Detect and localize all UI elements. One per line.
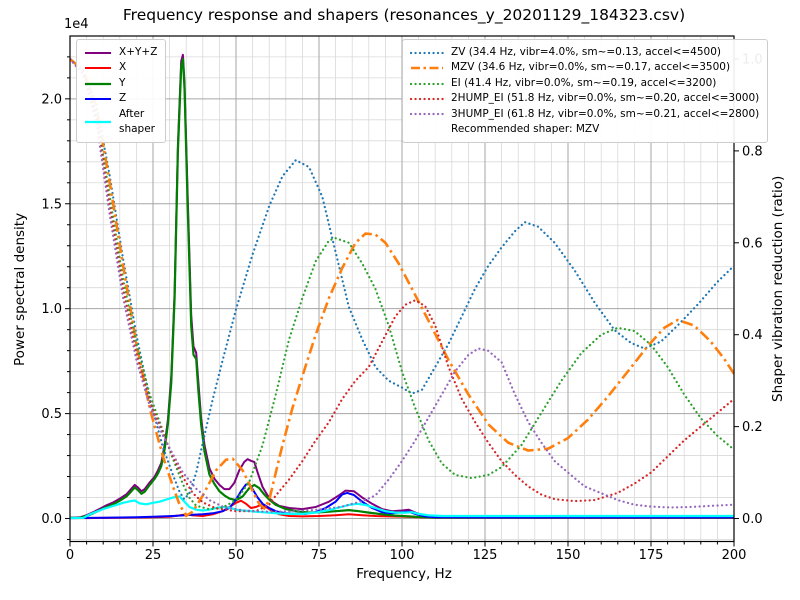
legend-label: MZV (34.6 Hz, vibr=0.0%, sm~=0.17, accel… — [451, 61, 731, 74]
tick-label: 50 — [228, 548, 245, 563]
legend-line-zv — [410, 51, 444, 54]
series-curves — [70, 53, 734, 520]
tick-label: 0.6 — [742, 236, 763, 251]
tick-label: 0.5 — [41, 407, 62, 422]
legend-label: After shaper — [119, 107, 156, 136]
tick-label: 1.0 — [41, 302, 62, 317]
tick-labels: 0 25 50 75 100 125 150 175 200 0.0 0.5 1.0 1.5 2.0 0.0… — [41, 52, 762, 563]
legend-item-y: Y — [84, 76, 157, 91]
tick-label: 1.5 — [41, 197, 62, 212]
tick-label: 2.0 — [41, 92, 62, 107]
series-z-line — [70, 482, 734, 520]
legend-label: Recommended shaper: MZV — [451, 123, 600, 136]
tick-label: 100 — [390, 548, 415, 563]
tick-label: 0.2 — [742, 420, 763, 435]
legend-line-z — [85, 97, 111, 100]
series-ei-line — [70, 57, 734, 511]
tick-label: 75 — [311, 548, 328, 563]
legend-item-2hump-ei: 2HUMP_EI (51.8 Hz, vibr=0.0%, sm~=0.20, … — [410, 91, 759, 106]
legend-item-recommended-shaper: Recommended shaper: MZV — [410, 122, 759, 137]
axis-ticks — [65, 56, 739, 547]
tick-label: 0 — [66, 548, 74, 563]
tick-label: 175 — [639, 548, 664, 563]
legend-item-after-shaper: After shaper — [84, 107, 157, 138]
legend-label: 3HUMP_EI (61.8 Hz, vibr=0.0%, sm~=0.21, … — [451, 107, 760, 120]
legend-label: EI (41.4 Hz, vibr=0.0%, sm~=0.19, accel<… — [451, 76, 717, 89]
legend-label: X+Y+Z — [119, 46, 158, 58]
legend-line-after-shaper — [85, 120, 111, 124]
legend-item-mzv: MZV (34.6 Hz, vibr=0.0%, sm~=0.17, accel… — [410, 60, 759, 75]
legend-line-3hump-ei — [410, 113, 444, 116]
legend-shapers: ZV (34.4 Hz, vibr=4.0%, sm~=0.13, accel<… — [402, 39, 769, 144]
legend-line-x-y-z — [85, 51, 111, 54]
legend-psd: X+Y+Z X Y Z After shaper — [76, 39, 167, 144]
legend-item-x-y-z: X+Y+Z — [84, 45, 157, 60]
legend-line-2hump-ei — [410, 97, 444, 101]
legend-label: X — [119, 61, 127, 74]
legend-label: ZV (34.4 Hz, vibr=4.0%, sm~=0.13, accel<… — [451, 46, 721, 58]
series-x-y-z-line — [70, 53, 734, 519]
tick-label: 150 — [556, 548, 581, 563]
legend-label: Z — [119, 92, 127, 105]
legend-label: 2HUMP_EI (51.8 Hz, vibr=0.0%, sm~=0.20, … — [451, 92, 760, 105]
chart-title: Frequency response and shapers (resonanc… — [122, 6, 686, 24]
legend-label: Y — [119, 76, 126, 89]
tick-label: 25 — [145, 548, 162, 563]
legend-item-zv: ZV (34.4 Hz, vibr=4.0%, sm~=0.13, accel<… — [410, 45, 759, 60]
series-2hump-ei-line — [70, 57, 734, 513]
legend-line-y — [85, 82, 111, 85]
legend-line-x — [85, 67, 111, 70]
tick-label: 0.0 — [742, 512, 763, 527]
legend-line-mzv — [411, 66, 443, 70]
y-axis-offset-label: 1e4 — [64, 17, 89, 32]
x-axis-label: Frequency, Hz — [356, 566, 452, 582]
legend-item-ei: EI (41.4 Hz, vibr=0.0%, sm~=0.19, accel<… — [410, 76, 759, 91]
legend-item-3hump-ei: 3HUMP_EI (61.8 Hz, vibr=0.0%, sm~=0.21, … — [410, 107, 759, 122]
legend-item-x: X — [84, 60, 157, 75]
tick-label: 200 — [722, 548, 747, 563]
tick-label: 0.4 — [742, 328, 763, 343]
tick-label: 0.8 — [742, 144, 763, 159]
legend-line-ei — [410, 82, 444, 85]
legend-item-z: Z — [84, 91, 157, 106]
tick-label: 0.0 — [41, 512, 62, 527]
series-mzv-line — [70, 58, 734, 518]
series-y-line — [70, 57, 734, 519]
tick-label: 125 — [473, 548, 498, 563]
